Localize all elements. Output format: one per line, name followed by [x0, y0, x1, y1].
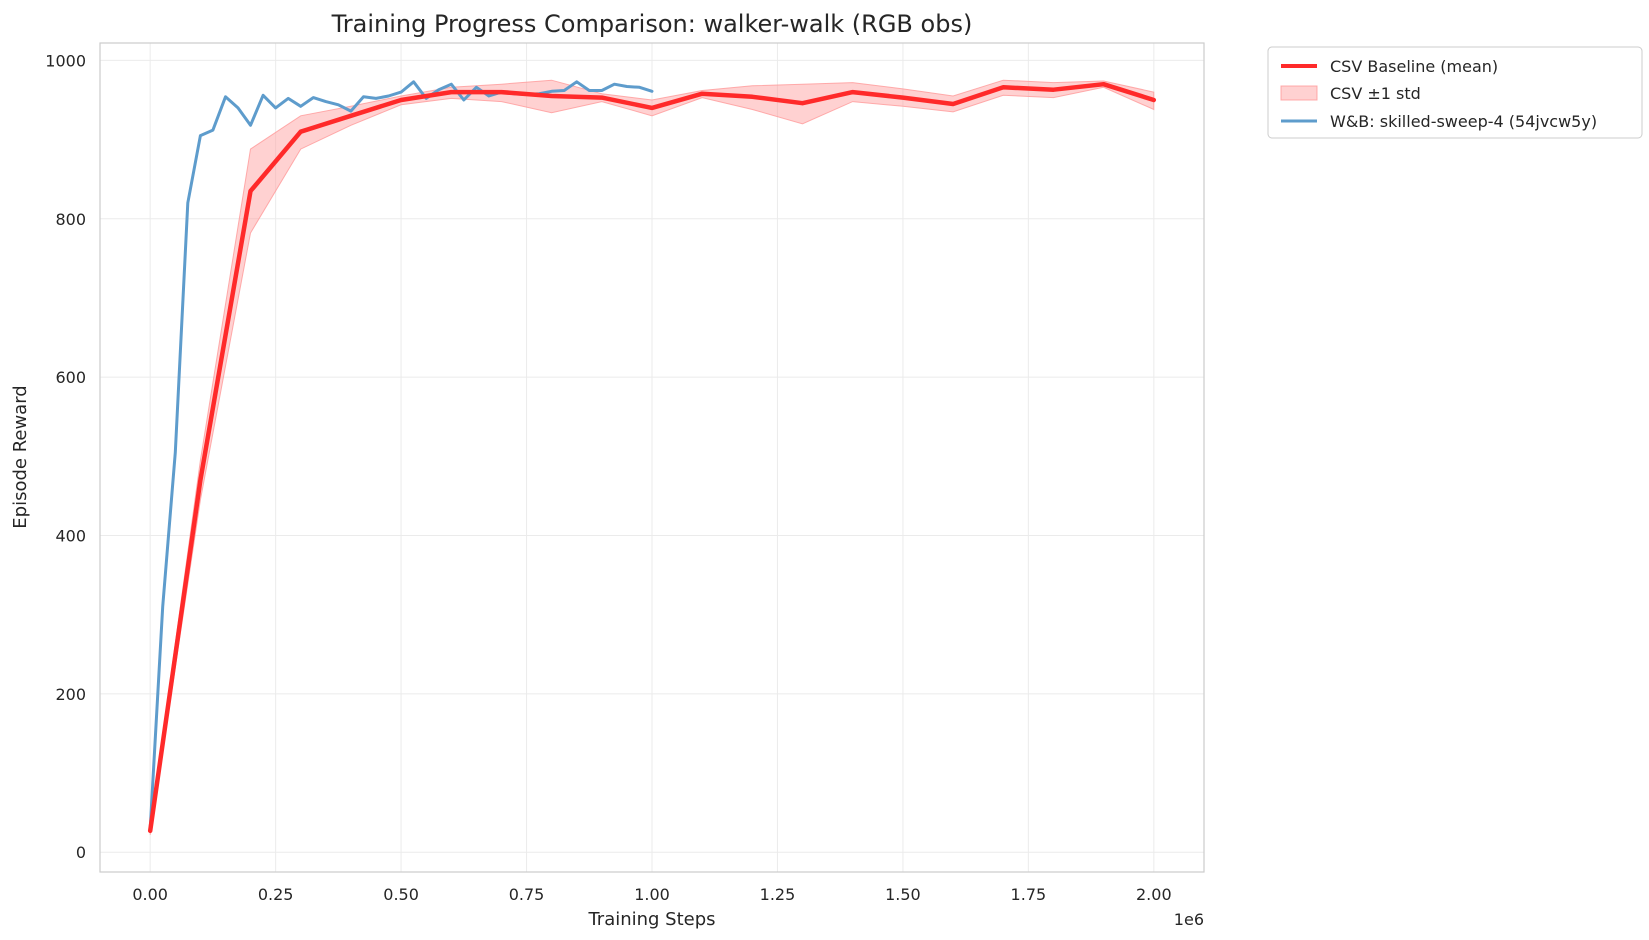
legend-label-wandb: W&B: skilled-sweep-4 (54jvcw5y) [1330, 112, 1597, 131]
y-tick-label: 600 [55, 368, 86, 387]
legend: CSV Baseline (mean) CSV ±1 std W&B: skil… [1267, 46, 1643, 139]
legend-label-std: CSV ±1 std [1330, 84, 1421, 103]
legend-frame [1267, 46, 1643, 139]
grid [100, 43, 1204, 872]
plot-frame [99, 42, 1205, 873]
x-tick-label: 1.00 [634, 885, 670, 904]
wandb-run-line [148, 80, 654, 830]
legend-swatch-std [1280, 85, 1318, 101]
x-tick-label: 0.00 [132, 885, 168, 904]
x-tick-label: 1.50 [885, 885, 921, 904]
y-tick-label: 0 [76, 843, 86, 862]
chart-title: Training Progress Comparison: walker-wal… [331, 10, 973, 38]
x-tick-label: 0.25 [258, 885, 294, 904]
std-band [149, 79, 1155, 835]
x-tick-label: 1.75 [1011, 885, 1047, 904]
series-lines [147, 80, 1157, 834]
y-axis-label: Episode Reward [10, 385, 31, 528]
x-tick-label: 0.75 [509, 885, 545, 904]
y-tick-label: 400 [55, 526, 86, 545]
x-axis-label: Training Steps [587, 909, 715, 930]
y-tick-label: 200 [55, 685, 86, 704]
legend-label-mean: CSV Baseline (mean) [1330, 57, 1498, 76]
x-tick-label: 1.25 [760, 885, 796, 904]
csv-baseline-mean-line [147, 81, 1157, 834]
y-axis-ticks: 0 200 400 600 800 1000 [45, 51, 86, 862]
x-axis-ticks: 0.00 0.25 0.50 0.75 1.00 1.25 1.50 1.75 2.00 [132, 885, 1171, 904]
std-band-layer [149, 79, 1155, 835]
x-tick-label: 2.00 [1136, 885, 1172, 904]
x-tick-label: 0.50 [383, 885, 419, 904]
x-offset-label: 1e6 [1174, 910, 1204, 929]
y-tick-label: 800 [55, 210, 86, 229]
y-tick-label: 1000 [45, 51, 86, 70]
